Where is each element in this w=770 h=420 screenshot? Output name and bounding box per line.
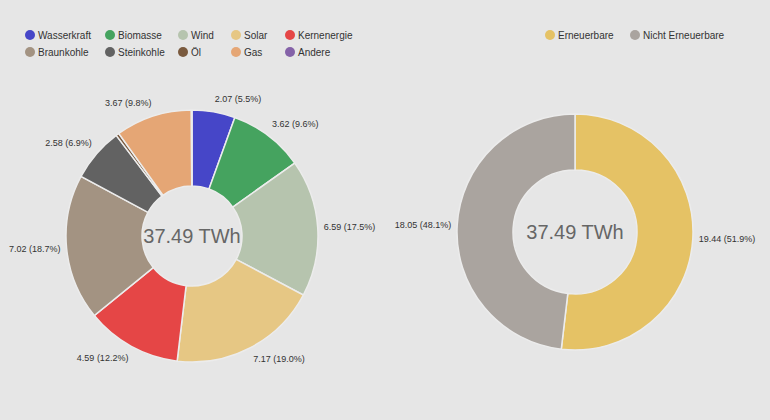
data-label: 6.59 (17.5%) bbox=[324, 222, 376, 232]
legend: Erneuerbare Nicht Erneuerbare bbox=[545, 30, 725, 41]
legend-marker bbox=[630, 30, 640, 40]
legend-marker bbox=[105, 47, 115, 57]
legend-label: Solar bbox=[244, 30, 268, 41]
legend-marker bbox=[545, 30, 555, 40]
data-label: 3.62 (9.6%) bbox=[272, 119, 319, 129]
legend-marker bbox=[285, 30, 295, 40]
legend-label: Nicht Erneuerbare bbox=[643, 30, 725, 41]
center-label: 37.49 TWh bbox=[526, 221, 623, 243]
legend: Wasserkraft Biomasse Wind Solar Kernenergie B… bbox=[25, 30, 353, 58]
data-label: 2.58 (6.9%) bbox=[45, 138, 92, 148]
legend-label: Andere bbox=[298, 47, 331, 58]
data-label: 2.07 (5.5%) bbox=[215, 94, 262, 104]
legend-label: Öl bbox=[191, 47, 201, 58]
donut-slices bbox=[66, 110, 318, 362]
data-label: 4.59 (12.2%) bbox=[77, 353, 129, 363]
legend-label: Wasserkraft bbox=[38, 30, 91, 41]
slice bbox=[177, 259, 303, 362]
legend-label: Biomasse bbox=[118, 30, 162, 41]
legend-label: Braunkohle bbox=[38, 47, 89, 58]
legend-label: Gas bbox=[244, 47, 262, 58]
legend-marker bbox=[25, 30, 35, 40]
data-labels: 2.07 (5.5%) 3.62 (9.6%) 6.59 (17.5%) 7.17 (… bbox=[9, 94, 375, 364]
legend-marker bbox=[178, 47, 188, 57]
center-label: 37.49 TWh bbox=[143, 225, 240, 247]
legend-label: Kernenergie bbox=[298, 30, 353, 41]
legend-marker bbox=[285, 47, 295, 57]
data-label: 19.44 (51.9%) bbox=[699, 234, 756, 244]
chart-canvas: 2.07 (5.5%) 3.62 (9.6%) 6.59 (17.5%) 7.17 (… bbox=[0, 0, 770, 420]
legend-marker bbox=[231, 30, 241, 40]
data-label: 18.05 (48.1%) bbox=[395, 220, 452, 230]
legend-marker bbox=[178, 30, 188, 40]
legend-marker bbox=[105, 30, 115, 40]
donut-slices bbox=[457, 114, 693, 350]
data-label: 7.17 (19.0%) bbox=[253, 354, 305, 364]
legend-marker bbox=[25, 47, 35, 57]
legend-marker bbox=[231, 47, 241, 57]
slice bbox=[119, 110, 192, 195]
legend-label: Erneuerbare bbox=[558, 30, 614, 41]
data-labels: 19.44 (51.9%) 18.05 (48.1%) bbox=[395, 220, 756, 244]
legend-label: Steinkohle bbox=[118, 47, 165, 58]
data-label: 3.67 (9.8%) bbox=[105, 98, 152, 108]
legend-label: Wind bbox=[191, 30, 214, 41]
data-label: 7.02 (18.7%) bbox=[9, 244, 61, 254]
slice bbox=[191, 110, 193, 186]
